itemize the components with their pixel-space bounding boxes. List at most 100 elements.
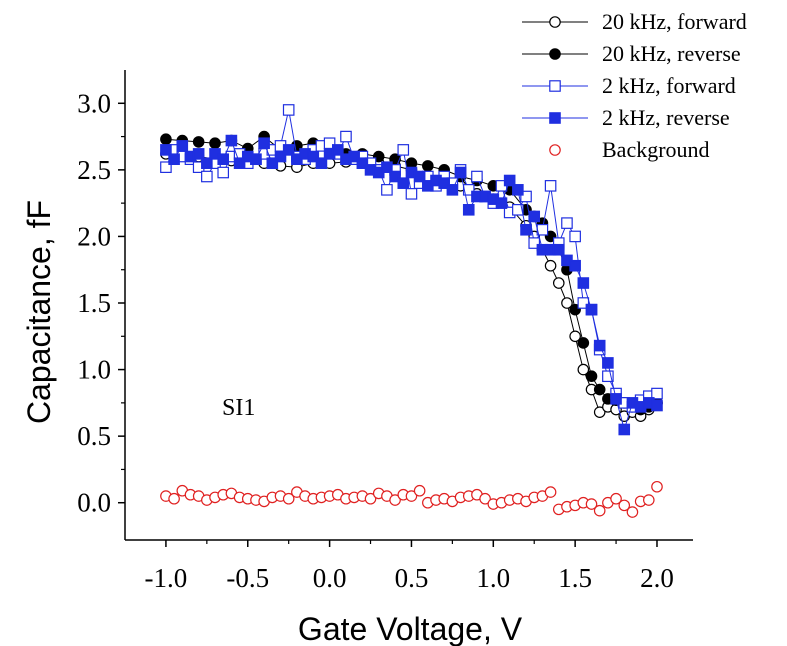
- data-point: [405, 188, 418, 200]
- data-point: [217, 166, 230, 179]
- x-tick-label: 1.0: [476, 563, 510, 593]
- data-point: [422, 160, 434, 172]
- data-point: [160, 133, 172, 146]
- data-point: [160, 161, 172, 173]
- data-point: [585, 498, 598, 510]
- data-point: [585, 370, 598, 383]
- data-point: [512, 184, 524, 196]
- data-point: [307, 150, 320, 163]
- data-point: [626, 506, 639, 518]
- data-point: [503, 174, 516, 187]
- data-point: [282, 492, 295, 505]
- data-point: [274, 150, 287, 163]
- data-point: [552, 277, 565, 289]
- legend-item: 2 kHz, forward: [522, 73, 736, 98]
- y-tick-label: 3.0: [77, 88, 111, 118]
- data-point: [258, 137, 270, 150]
- data-point: [520, 190, 532, 203]
- data-point: [413, 484, 426, 497]
- data-point: [569, 259, 581, 272]
- data-point: [651, 480, 663, 493]
- data-point: [209, 137, 221, 150]
- axes: 0.0 0.5 1.0 1.5 2.0 2.5 3.0 -1.0 -0.5 0.0 0.5 1.0 1.…: [77, 70, 693, 593]
- data-point: [561, 217, 573, 229]
- data-point: [446, 184, 459, 196]
- data-point: [610, 393, 622, 405]
- data-point: [544, 486, 557, 498]
- data-point: [577, 363, 590, 376]
- data-point: [201, 157, 213, 170]
- y-tick-label: 0.5: [77, 421, 111, 451]
- legend-item: Background: [549, 137, 710, 162]
- data-point: [528, 237, 541, 249]
- x-tick-label: 2.0: [640, 563, 674, 593]
- data-point: [315, 157, 328, 170]
- data-point: [602, 357, 614, 369]
- data-point: [168, 153, 180, 166]
- data-point: [192, 148, 205, 160]
- y-axis-title: Capacitance, fF: [21, 200, 57, 424]
- series-5: [160, 480, 663, 518]
- data-point: [651, 399, 663, 412]
- data-point: [593, 339, 606, 352]
- data-point: [585, 303, 598, 316]
- data-point: [618, 423, 631, 436]
- data-point: [405, 490, 418, 502]
- data-point: [364, 492, 377, 505]
- data-point: [282, 104, 295, 116]
- data-point: [651, 387, 663, 400]
- data-point: [643, 494, 655, 506]
- x-tick-label: 0.0: [313, 563, 347, 593]
- data-point: [544, 180, 557, 192]
- annotation-label: SI1: [222, 395, 255, 421]
- data-point: [331, 144, 344, 156]
- legend-label: 20 kHz, forward: [602, 9, 747, 34]
- y-tick-label: 1.5: [77, 288, 111, 318]
- x-axis-title: Gate Voltage, V: [298, 611, 523, 646]
- y-tick-label: 2.5: [77, 155, 111, 185]
- legend-item: 20 kHz, forward: [522, 9, 747, 34]
- data-point: [397, 177, 410, 189]
- data-point: [544, 259, 557, 272]
- legend-marker: [549, 16, 561, 28]
- data-point: [356, 157, 369, 170]
- data-point: [512, 204, 524, 216]
- x-tick-label: 0.5: [395, 563, 429, 593]
- legend-marker: [549, 48, 561, 60]
- data-point: [520, 223, 532, 236]
- data-point: [381, 161, 393, 173]
- y-tick-label: 1.0: [77, 355, 111, 385]
- legend-item: 2 kHz, reverse: [522, 105, 730, 130]
- data-point: [217, 153, 230, 166]
- data-point: [569, 230, 581, 243]
- data-point: [192, 136, 205, 148]
- legend-label: 20 kHz, reverse: [602, 41, 741, 66]
- legend-marker: [549, 112, 561, 124]
- x-tick-label: -0.5: [226, 563, 269, 593]
- data-point: [389, 170, 401, 183]
- data-point: [577, 337, 590, 349]
- data-point: [618, 499, 631, 512]
- data-point: [479, 492, 491, 505]
- data-point: [340, 130, 352, 143]
- data-point: [176, 140, 189, 152]
- data-point: [168, 492, 180, 505]
- legend-label: 2 kHz, reverse: [602, 105, 730, 130]
- data-point: [593, 406, 606, 418]
- legend-marker: [549, 144, 561, 156]
- data-point: [561, 297, 573, 309]
- legend: 20 kHz, forward 20 kHz, reverse 2 kHz, for…: [522, 9, 747, 162]
- plot-area: [160, 104, 663, 518]
- data-point: [233, 157, 246, 170]
- data-point: [569, 330, 581, 343]
- data-point: [577, 277, 590, 289]
- data-point: [381, 184, 393, 196]
- series-4: [160, 134, 663, 436]
- y-tick-label: 2.0: [77, 221, 111, 251]
- legend-marker: [549, 80, 561, 92]
- data-point: [438, 177, 450, 189]
- x-tick-label: -1.0: [145, 563, 188, 593]
- data-point: [593, 504, 606, 517]
- y-tick-label: 0.0: [77, 488, 111, 518]
- data-point: [552, 243, 565, 256]
